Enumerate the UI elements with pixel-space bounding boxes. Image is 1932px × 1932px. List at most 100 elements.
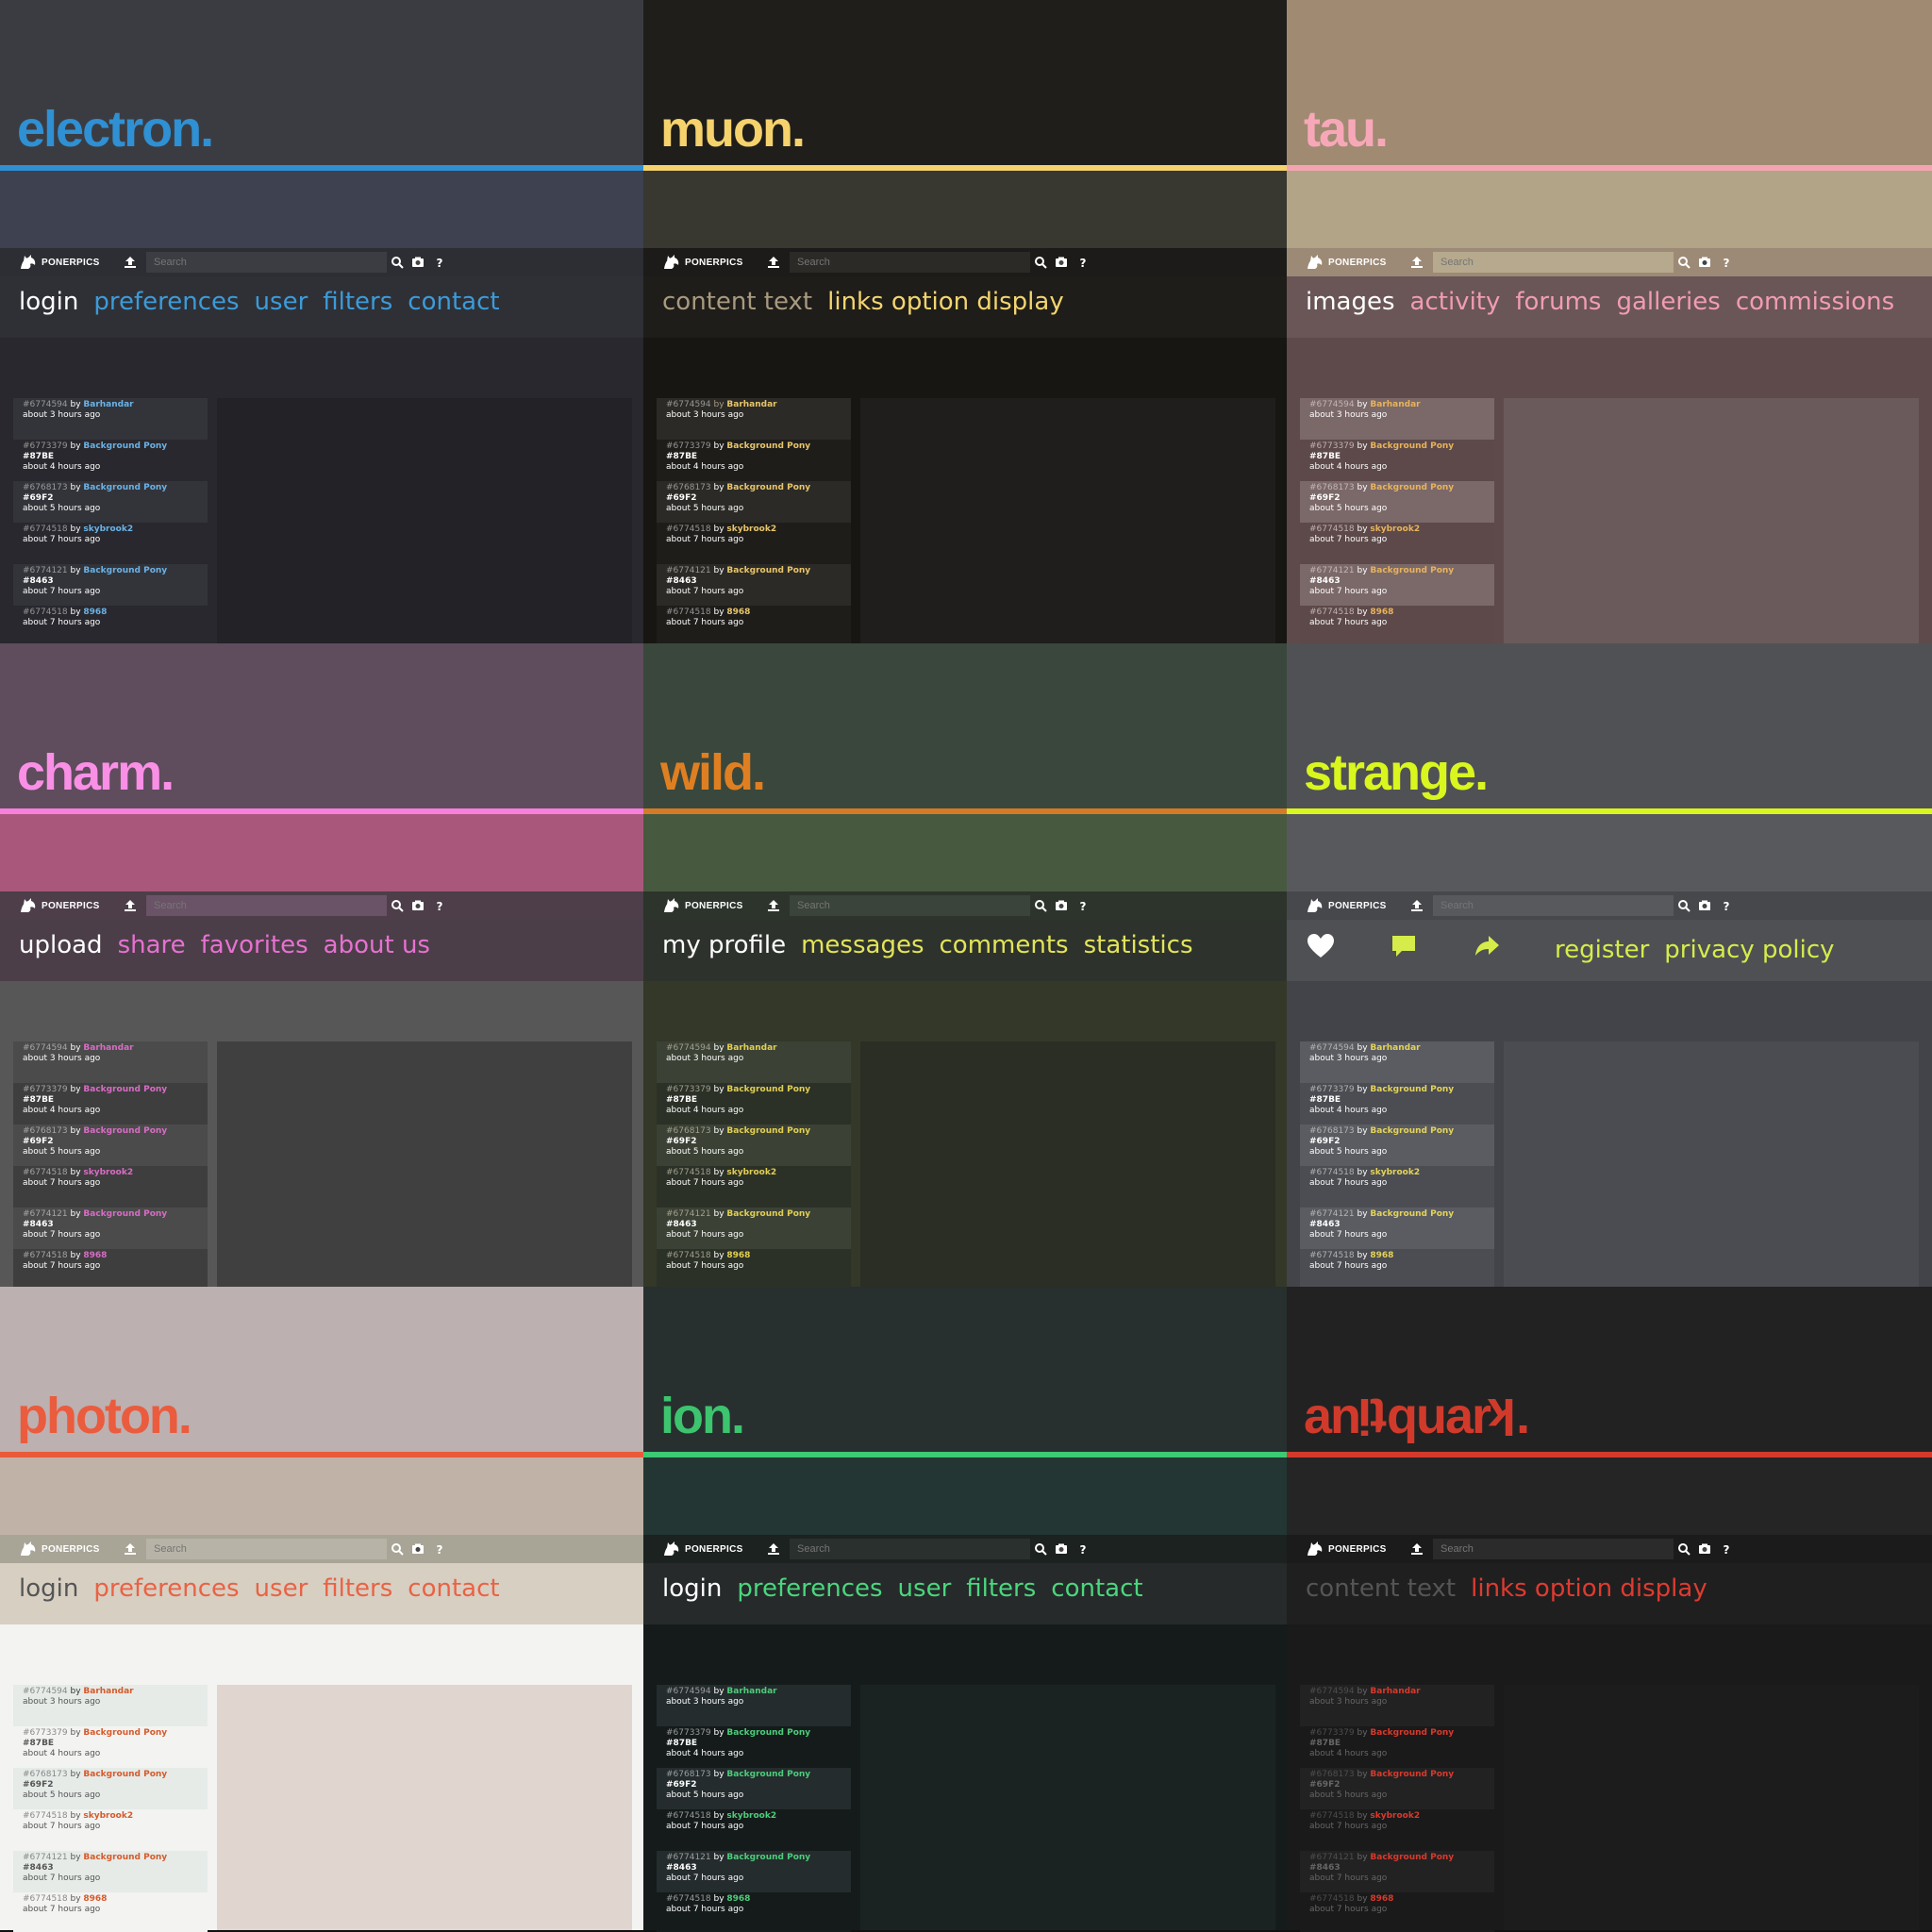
uploader-link[interactable]: Background Pony	[1370, 1728, 1455, 1738]
image-id[interactable]: #6774518	[666, 1251, 714, 1260]
camera-button[interactable]	[1051, 895, 1072, 916]
nav-link-login[interactable]: login	[662, 1574, 723, 1603]
uploader-link[interactable]: Background Pony	[726, 1853, 811, 1862]
help-button[interactable]: ?	[1716, 1539, 1737, 1559]
feed-item[interactable]: #6773379 by Background Pony #87BE about 4 …	[13, 1726, 208, 1768]
feed-item[interactable]: #6774594 by Barhandar about 3 hours ago	[657, 1041, 851, 1083]
search-input[interactable]	[146, 895, 387, 916]
nav-link-about-us[interactable]: about us	[323, 931, 430, 959]
uploader-link[interactable]: 8968	[83, 1251, 108, 1260]
nav-link-login[interactable]: login	[19, 288, 79, 316]
image-id[interactable]: #6774518	[1309, 1894, 1357, 1904]
feed-item[interactable]: #6768173 by Background Pony #69F2 about 5 …	[13, 1768, 208, 1809]
uploader-link[interactable]: 8968	[726, 1251, 751, 1260]
feed-item[interactable]: #6774518 by skybrook2 about 7 hours ago	[1300, 1809, 1494, 1851]
upload-icon[interactable]	[1409, 1541, 1424, 1557]
feed-item[interactable]: #6774518 by 8968 about 7 hours ago	[1300, 606, 1494, 643]
image-id[interactable]: #6774121	[666, 1853, 714, 1862]
image-id[interactable]: #6774518	[1309, 608, 1357, 617]
uploader-link[interactable]: Background Pony	[1370, 483, 1455, 492]
uploader-link[interactable]: Background Pony	[83, 1770, 168, 1779]
upload-icon[interactable]	[766, 898, 781, 913]
image-id[interactable]: #6773379	[23, 1085, 71, 1094]
uploader-link[interactable]: Background Pony	[83, 1853, 168, 1862]
image-id[interactable]: #6774121	[1309, 1853, 1357, 1862]
feed-item[interactable]: #6773379 by Background Pony #87BE about 4 …	[13, 1083, 208, 1124]
upload-icon[interactable]	[766, 255, 781, 270]
image-id[interactable]: #6774121	[1309, 566, 1357, 575]
feed-item[interactable]: #6774518 by 8968 about 7 hours ago	[657, 1249, 851, 1287]
uploader-link[interactable]: Barhandar	[726, 1687, 777, 1696]
image-id[interactable]: #6774121	[23, 1209, 71, 1219]
feed-item[interactable]: #6774518 by skybrook2 about 7 hours ago	[13, 523, 208, 564]
upload-icon[interactable]	[1409, 255, 1424, 270]
feed-item[interactable]: #6774121 by Background Pony #8463 about 7 …	[657, 1851, 851, 1892]
uploader-link[interactable]: Background Pony	[83, 566, 168, 575]
uploader-link[interactable]: Background Pony	[1370, 1853, 1455, 1862]
nav-link-commissions[interactable]: commissions	[1735, 288, 1895, 316]
feed-item[interactable]: #6774121 by Background Pony #8463 about 7 …	[1300, 564, 1494, 606]
search-button[interactable]	[1674, 895, 1694, 916]
image-id[interactable]: #6773379	[666, 1728, 714, 1738]
site-logo[interactable]: PONERPICS	[19, 1541, 100, 1557]
nav-link-images[interactable]: images	[1306, 288, 1395, 316]
image-id[interactable]: #6768173	[1309, 1126, 1357, 1136]
image-id[interactable]: #6768173	[23, 1770, 71, 1779]
uploader-link[interactable]: Background Pony	[1370, 1209, 1455, 1219]
help-button[interactable]: ?	[1073, 895, 1093, 916]
upload-icon[interactable]	[123, 255, 138, 270]
feed-item[interactable]: #6768173 by Background Pony #69F2 about 5 …	[657, 1768, 851, 1809]
uploader-link[interactable]: skybrook2	[83, 1168, 134, 1177]
nav-link-preferences[interactable]: preferences	[737, 1574, 883, 1603]
feed-item[interactable]: #6774518 by 8968 about 7 hours ago	[1300, 1249, 1494, 1287]
uploader-link[interactable]: skybrook2	[1370, 525, 1421, 534]
feed-item[interactable]: #6774518 by skybrook2 about 7 hours ago	[1300, 1166, 1494, 1208]
image-id[interactable]: #6774121	[23, 566, 71, 575]
nav-link-favorites[interactable]: favorites	[200, 931, 308, 959]
feed-item[interactable]: #6774121 by Background Pony #8463 about 7 …	[657, 1208, 851, 1249]
uploader-link[interactable]: Background Pony	[1370, 566, 1455, 575]
feed-item[interactable]: #6768173 by Background Pony #69F2 about 5 …	[13, 481, 208, 523]
image-id[interactable]: #6774594	[23, 400, 71, 409]
nav-link-user[interactable]: user	[254, 288, 308, 316]
nav-link-messages[interactable]: messages	[801, 931, 924, 959]
nav-link-statistics[interactable]: statistics	[1083, 931, 1193, 959]
site-logo[interactable]: PONERPICS	[662, 897, 743, 914]
nav-link-login[interactable]: login	[19, 1574, 79, 1603]
upload-icon[interactable]	[123, 898, 138, 913]
image-id[interactable]: #6774518	[23, 1894, 71, 1904]
nav-link-contact[interactable]: contact	[408, 1574, 500, 1603]
feed-item[interactable]: #6768173 by Background Pony #69F2 about 5 …	[1300, 1124, 1494, 1166]
image-id[interactable]: #6774594	[666, 1687, 714, 1696]
feed-item[interactable]: #6774594 by Barhandar about 3 hours ago	[1300, 398, 1494, 440]
camera-button[interactable]	[408, 895, 428, 916]
uploader-link[interactable]: 8968	[1370, 608, 1394, 617]
image-id[interactable]: #6768173	[666, 1770, 714, 1779]
uploader-link[interactable]: 8968	[1370, 1894, 1394, 1904]
share-arrow-icon[interactable]	[1472, 931, 1502, 968]
feed-item[interactable]: #6774518 by skybrook2 about 7 hours ago	[657, 1809, 851, 1851]
image-id[interactable]: #6773379	[1309, 441, 1357, 451]
feed-item[interactable]: #6768173 by Background Pony #69F2 about 5 …	[657, 481, 851, 523]
site-logo[interactable]: PONERPICS	[19, 254, 100, 271]
camera-button[interactable]	[1051, 1539, 1072, 1559]
site-logo[interactable]: PONERPICS	[662, 254, 743, 271]
feed-item[interactable]: #6774518 by skybrook2 about 7 hours ago	[13, 1809, 208, 1851]
uploader-link[interactable]: Background Pony	[83, 1126, 168, 1136]
nav-link-links-option-display[interactable]: links option display	[827, 288, 1064, 316]
camera-button[interactable]	[1051, 252, 1072, 273]
search-button[interactable]	[1674, 1539, 1694, 1559]
image-id[interactable]: #6773379	[1309, 1085, 1357, 1094]
image-id[interactable]: #6768173	[1309, 483, 1357, 492]
image-id[interactable]: #6774594	[1309, 400, 1357, 409]
uploader-link[interactable]: skybrook2	[726, 1168, 777, 1177]
uploader-link[interactable]: Background Pony	[1370, 1085, 1455, 1094]
image-id[interactable]: #6773379	[666, 1085, 714, 1094]
uploader-link[interactable]: Background Pony	[726, 566, 811, 575]
uploader-link[interactable]: skybrook2	[1370, 1811, 1421, 1821]
uploader-link[interactable]: 8968	[726, 1894, 751, 1904]
feed-item[interactable]: #6774518 by skybrook2 about 7 hours ago	[13, 1166, 208, 1208]
nav-link-comments[interactable]: comments	[939, 931, 1069, 959]
help-button[interactable]: ?	[429, 895, 450, 916]
image-id[interactable]: #6773379	[23, 1728, 71, 1738]
